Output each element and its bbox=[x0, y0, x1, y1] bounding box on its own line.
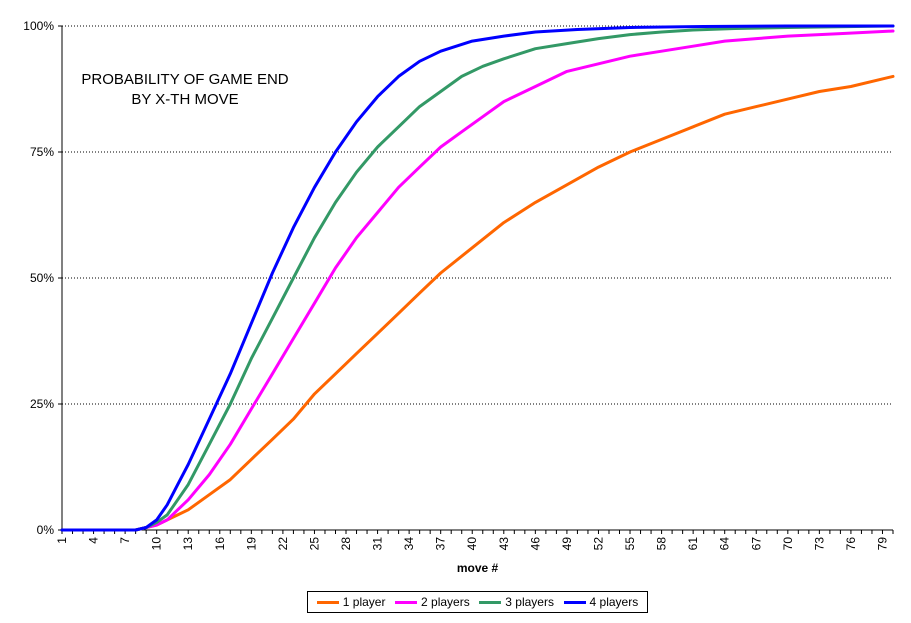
x-tick-label-20: 61 bbox=[686, 537, 700, 551]
x-tick-label-23: 70 bbox=[781, 537, 795, 551]
legend-item-2: 2 players bbox=[395, 595, 470, 609]
legend-item-3: 3 players bbox=[479, 595, 554, 609]
x-tick-label-0: 1 bbox=[55, 537, 69, 544]
x-tick-label-7: 22 bbox=[276, 537, 290, 551]
x-tick-label-25: 76 bbox=[844, 537, 858, 551]
x-tick-label-22: 67 bbox=[749, 537, 763, 551]
series-line-4 bbox=[60, 24, 895, 532]
series-line-1 bbox=[60, 74, 895, 532]
chart-title-line-2: BY X-TH MOVE bbox=[131, 91, 239, 108]
legend-label-2: 2 players bbox=[421, 595, 470, 609]
x-tick-label-19: 58 bbox=[655, 537, 669, 551]
y-tick-label-2: 50% bbox=[30, 271, 54, 285]
chart-title-line-1: PROBABILITY OF GAME END bbox=[81, 71, 289, 88]
legend-swatch-3 bbox=[479, 600, 502, 604]
x-tick-label-21: 64 bbox=[718, 537, 732, 551]
x-tick-label-6: 19 bbox=[244, 537, 258, 551]
y-tick-label-0: 0% bbox=[37, 523, 55, 537]
x-tick-label-10: 31 bbox=[371, 537, 385, 551]
x-tick-label-12: 37 bbox=[434, 537, 448, 551]
legend-label-4: 4 players bbox=[589, 595, 639, 609]
x-tick-label-26: 79 bbox=[875, 537, 889, 551]
series-line-3 bbox=[60, 24, 895, 532]
series-line-2 bbox=[60, 29, 895, 532]
x-tick-label-5: 16 bbox=[213, 537, 227, 551]
legend: 1 player 2 players 3 players 4 players bbox=[307, 591, 648, 613]
legend-swatch-4 bbox=[563, 600, 586, 604]
x-tick-label-17: 52 bbox=[591, 537, 605, 551]
x-tick-label-4: 13 bbox=[181, 537, 195, 551]
y-tick-label-3: 75% bbox=[30, 145, 54, 159]
x-tick-label-1: 4 bbox=[87, 537, 101, 544]
x-tick-label-8: 25 bbox=[307, 537, 321, 551]
chart-title: PROBABILITY OF GAME END BY X-TH MOVE bbox=[60, 70, 310, 110]
y-tick-label-4: 100% bbox=[23, 19, 54, 33]
x-tick-label-16: 49 bbox=[560, 537, 574, 551]
x-tick-label-11: 34 bbox=[402, 537, 416, 551]
x-tick-label-15: 46 bbox=[528, 537, 542, 551]
legend-item-1: 1 player bbox=[316, 595, 386, 609]
legend-label-1: 1 player bbox=[342, 595, 386, 609]
x-tick-label-18: 55 bbox=[623, 537, 637, 551]
legend-swatch-1 bbox=[316, 600, 339, 604]
x-axis-label: move # bbox=[457, 561, 499, 575]
legend-item-4: 4 players bbox=[563, 595, 639, 609]
legend-label-3: 3 players bbox=[505, 595, 554, 609]
x-tick-label-13: 40 bbox=[465, 537, 479, 551]
x-tick-label-14: 43 bbox=[497, 537, 511, 551]
y-tick-label-1: 25% bbox=[30, 397, 54, 411]
x-tick-label-3: 10 bbox=[150, 537, 164, 551]
legend-swatch-2 bbox=[395, 600, 418, 604]
x-tick-label-9: 28 bbox=[339, 537, 353, 551]
x-tick-label-2: 7 bbox=[118, 537, 132, 544]
x-tick-label-24: 73 bbox=[812, 537, 826, 551]
